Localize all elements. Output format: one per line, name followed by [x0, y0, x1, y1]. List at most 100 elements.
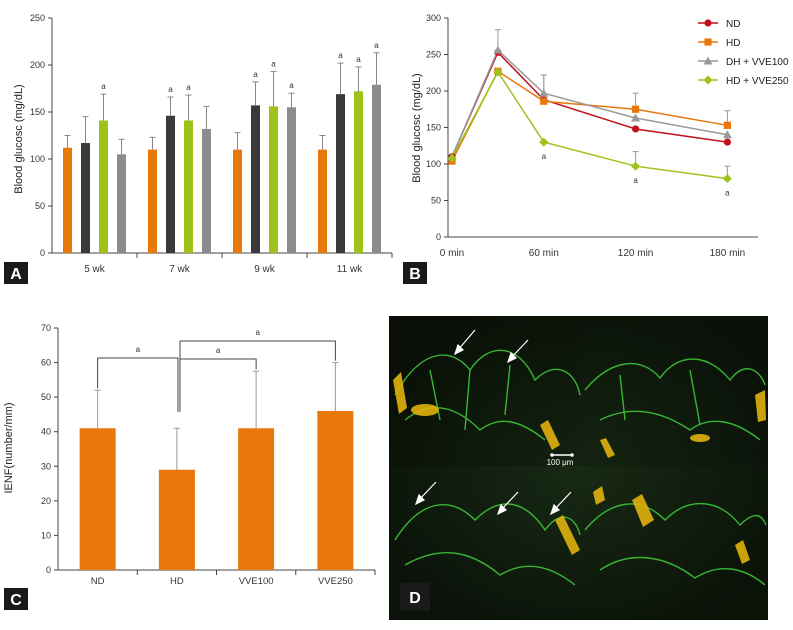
- significance-label: a: [289, 81, 294, 90]
- bar: [336, 94, 345, 253]
- bar: [158, 469, 195, 570]
- significance-label: a: [136, 345, 141, 354]
- panel-a-ylabel: Blood glucosc (mg/dL): [13, 84, 25, 193]
- significance-label: a: [253, 70, 258, 79]
- y-tick-label: 0: [40, 248, 45, 258]
- panel-d-micrograph: 100 μm: [389, 316, 768, 620]
- legend-label: ND: [726, 19, 740, 30]
- legend-label: HD + VVE250: [726, 76, 789, 87]
- panel-b-label: B: [409, 266, 421, 283]
- y-tick-label: 40: [41, 427, 51, 437]
- data-point: [723, 121, 731, 129]
- panel-a-chart: Blood glucosc (mg/dL) 0 50 100 150 200 250 5 w…: [13, 13, 393, 275]
- significance-label: a: [168, 85, 173, 94]
- scale-bar-end: [570, 453, 574, 457]
- bar: [251, 105, 260, 253]
- panel-c-ylabel: IENF(number/mm): [3, 402, 15, 493]
- data-point: [704, 19, 712, 27]
- arrowhead: [506, 351, 518, 364]
- arrow-markers: [414, 329, 572, 516]
- panel-d-label-box: [400, 583, 430, 611]
- y-tick-label: 50: [431, 196, 441, 206]
- significance-label: a: [633, 176, 638, 185]
- panel-d-label: D: [409, 590, 421, 607]
- data-point: [704, 38, 712, 46]
- bar: [81, 143, 90, 253]
- scale-bar-label: 100 μm: [547, 458, 574, 467]
- nerve-fibers-top: [394, 349, 766, 441]
- panel-a-label: A: [10, 266, 22, 283]
- significance-label: a: [338, 51, 343, 60]
- y-tick-label: 300: [426, 13, 441, 23]
- bar: [166, 115, 175, 253]
- bar: [238, 428, 275, 570]
- data-point: [539, 88, 549, 97]
- y-tick-label: 60: [41, 358, 51, 368]
- bar: [372, 84, 381, 254]
- legend-label: DH + VVE100: [726, 57, 789, 68]
- arrowhead: [496, 503, 508, 516]
- y-tick-label: 100: [30, 154, 45, 164]
- y-tick-label: 0: [436, 232, 441, 242]
- x-tick-label: 9 wk: [254, 264, 276, 275]
- bar: [269, 106, 278, 253]
- bar: [63, 147, 72, 253]
- x-tick-label: 180 min: [710, 248, 746, 259]
- micrograph-quadrant-tl: [389, 316, 579, 466]
- bar: [99, 120, 108, 254]
- bar: [354, 91, 363, 253]
- significance-bracket: [179, 358, 257, 412]
- arrow-marker: [457, 329, 476, 351]
- x-tick-label: HD: [170, 576, 184, 587]
- y-tick-label: 70: [41, 323, 51, 333]
- arrowhead: [414, 493, 426, 506]
- significance-label: a: [271, 60, 276, 69]
- arrowhead: [549, 503, 561, 516]
- data-point: [632, 125, 640, 133]
- significance-label: a: [255, 328, 260, 337]
- series-line: [451, 48, 728, 157]
- arrowhead: [453, 343, 465, 356]
- y-tick-label: 250: [30, 13, 45, 23]
- x-tick-label: ND: [91, 576, 105, 587]
- panel-b-label-box: [403, 262, 427, 284]
- panel-c-chart: IENF(number/mm) 0 10 20 30 40 50 60 70 ND HD VVE10…: [3, 323, 376, 587]
- x-tick-label: 5 wk: [84, 264, 106, 275]
- panel-c-label-box: [4, 588, 28, 610]
- series-line: [451, 70, 728, 180]
- data-point: [632, 105, 640, 113]
- bar: [117, 154, 126, 253]
- data-point: [493, 67, 503, 77]
- data-point: [539, 137, 549, 147]
- significance-label: a: [101, 82, 106, 91]
- x-tick-label: 11 wk: [337, 264, 363, 275]
- significance-label: a: [374, 41, 379, 50]
- panel-a-label-box: [4, 262, 28, 284]
- series-line: [451, 70, 728, 162]
- y-tick-label: 200: [30, 60, 45, 70]
- y-tick-label: 200: [426, 86, 441, 96]
- panel-c-label: C: [10, 592, 22, 609]
- micrograph-quadrant-br: [579, 466, 768, 620]
- y-tick-label: 0: [46, 565, 51, 575]
- bar: [287, 107, 296, 253]
- data-point: [631, 161, 641, 171]
- bar: [202, 128, 211, 253]
- x-tick-label: 60 min: [529, 248, 559, 259]
- x-tick-label: 0 min: [440, 248, 464, 259]
- y-tick-label: 50: [35, 201, 45, 211]
- data-point: [722, 174, 732, 184]
- y-tick-label: 30: [41, 461, 51, 471]
- x-tick-label: 120 min: [618, 248, 654, 259]
- significance-label: a: [186, 83, 191, 92]
- y-tick-label: 150: [30, 107, 45, 117]
- significance-label: a: [356, 55, 361, 64]
- x-tick-label: VVE250: [318, 576, 353, 587]
- bar: [79, 428, 116, 570]
- data-point: [703, 75, 713, 85]
- significance-bracket: [179, 340, 336, 412]
- panel-b-chart: Blood glucosc (mg/dL) 0 50 100 150 200 250 300…: [411, 13, 789, 259]
- data-point: [722, 130, 732, 139]
- y-tick-label: 100: [426, 159, 441, 169]
